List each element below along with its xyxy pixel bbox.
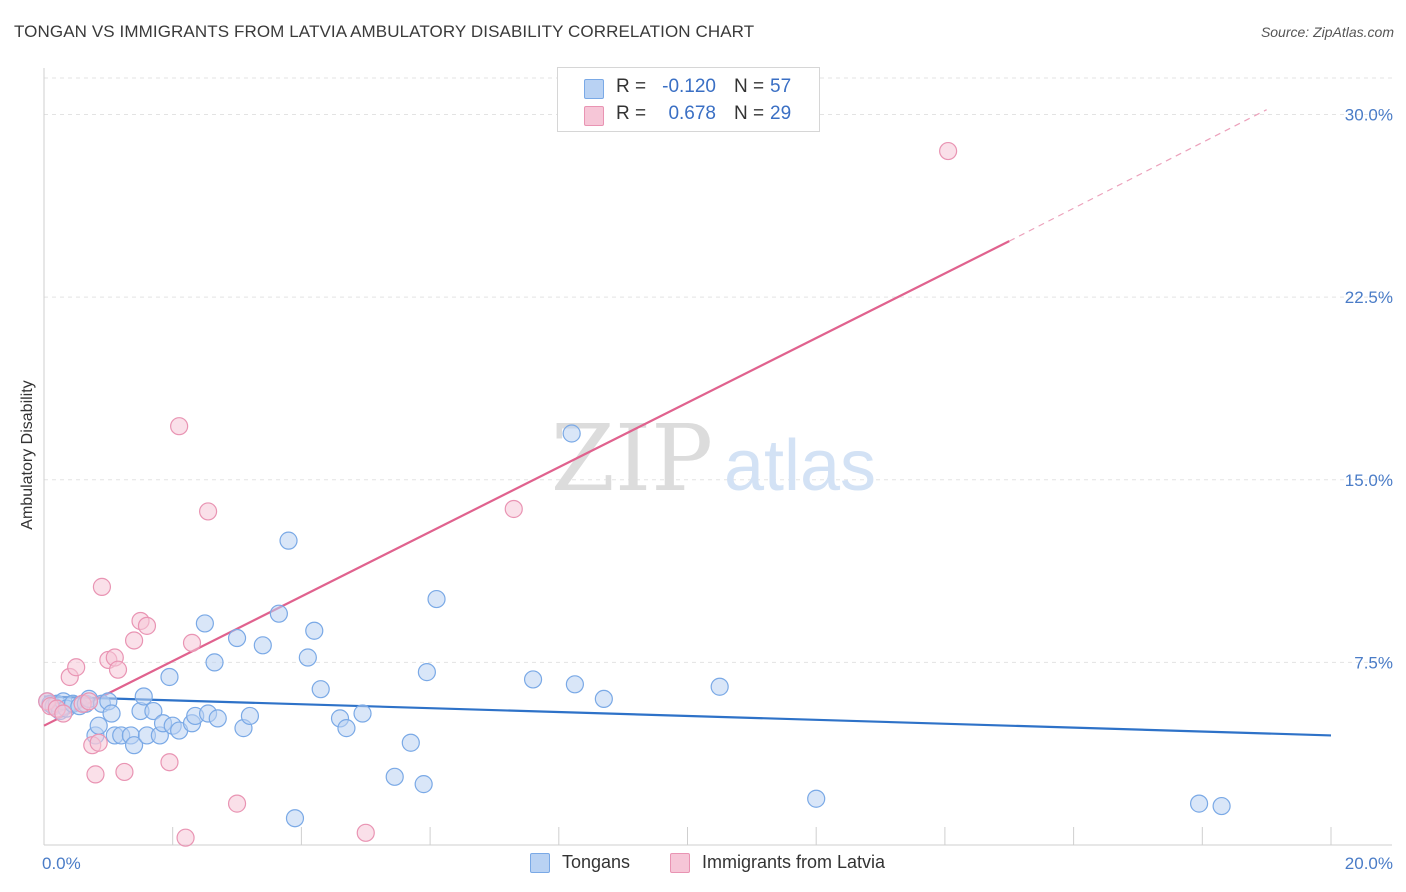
tongan-point [562, 424, 581, 443]
tongan-point [279, 531, 298, 550]
tongan-point [385, 767, 404, 786]
tongan-point [285, 809, 305, 828]
latvia-point [160, 753, 179, 772]
tongan-trend-line [43, 695, 1332, 737]
latvia-trend-line [43, 240, 1010, 727]
latvia-point [54, 704, 73, 723]
axes [43, 68, 1392, 846]
latvia-point [227, 794, 247, 813]
latvia-point [176, 828, 195, 847]
latvia-trend-extension [1008, 109, 1267, 242]
latvia-point [198, 502, 218, 521]
tongan-point [710, 677, 729, 696]
watermark: ZIP atlas [551, 405, 876, 512]
correlation-legend: R = -0.120 N = 57 R = 0.678 N = 29 [557, 67, 820, 132]
tongan-point [1212, 796, 1231, 816]
tongan-point [305, 621, 324, 640]
x-tick-label: 0.0% [42, 854, 81, 873]
series-legend: Tongans Immigrants from Latvia [0, 852, 1406, 878]
tongan-point [240, 706, 260, 726]
latvia-point [137, 616, 157, 635]
tongan-point [1189, 794, 1209, 813]
series-name-tongans: Tongans [562, 852, 631, 872]
latvia-point [79, 692, 99, 711]
tongan-point [353, 704, 372, 723]
latvia-point [89, 733, 108, 752]
trend-lines [43, 109, 1332, 737]
x-tick-label: 20.0% [1345, 854, 1393, 873]
tongan-point [565, 675, 584, 694]
latvia-point [86, 765, 105, 784]
tongan-point [807, 789, 826, 808]
legend-n-label: N = [734, 103, 765, 124]
latvia-point [182, 633, 202, 653]
latvia-point [108, 660, 128, 679]
tongan-point [417, 663, 436, 682]
latvia-point [939, 141, 958, 161]
tongan-point [523, 670, 543, 689]
tongan-point [89, 716, 108, 735]
tongan-point [160, 667, 179, 687]
legend-row-tongans: R = -0.120 N = 57 [558, 74, 819, 100]
tongan-point [337, 719, 356, 738]
tongan-point [269, 604, 288, 623]
tongan-point [205, 653, 224, 672]
tongan-point [401, 733, 420, 752]
latvia-point [92, 577, 112, 596]
series-name-latvia: Immigrants from Latvia [702, 852, 886, 872]
legend-r-label: R = [616, 76, 647, 97]
tongan-point [102, 704, 121, 723]
legend-r-value: 0.678 [668, 103, 716, 124]
legend-swatch-latvia [584, 106, 604, 126]
tongan-point [253, 636, 272, 655]
tongan-point [427, 589, 446, 609]
data-points [38, 141, 1231, 847]
legend-n-value: 29 [770, 103, 792, 124]
y-tick-label: 7.5% [1354, 653, 1393, 672]
grid-lines [44, 77, 1392, 663]
tongan-point [298, 648, 317, 667]
latvia-point [124, 631, 144, 650]
tongan-point [134, 687, 153, 706]
tongan-point [311, 680, 330, 699]
latvia-point [115, 762, 134, 782]
source-label: Source: ZipAtlas.com [1260, 24, 1394, 40]
latvia-point [504, 499, 523, 519]
chart-title: TONGAN VS IMMIGRANTS FROM LATVIA AMBULAT… [14, 22, 755, 41]
legend-n-label: N = [734, 76, 765, 97]
series-swatch-latvia [670, 853, 690, 873]
y-tick-label: 15.0% [1345, 471, 1393, 490]
legend-n-value: 57 [770, 76, 792, 97]
tongan-point [195, 614, 214, 633]
y-tick-label: 22.5% [1345, 288, 1393, 307]
watermark-atlas: atlas [724, 426, 876, 506]
series-swatch-tongans [530, 853, 550, 873]
legend-r-value: -0.120 [662, 76, 716, 97]
latvia-point [67, 658, 86, 677]
tongan-point [414, 775, 433, 794]
latvia-point [170, 417, 189, 436]
tongan-point [144, 701, 163, 721]
legend-r-label: R = [616, 103, 647, 124]
latvia-point [356, 823, 375, 842]
tongan-point [594, 689, 613, 709]
legend-swatch-tongans [584, 79, 604, 99]
tongan-point [227, 628, 247, 648]
tongan-point [208, 709, 227, 728]
y-tick-label: 30.0% [1345, 106, 1393, 125]
legend-row-latvia: R = 0.678 N = 29 [558, 101, 819, 127]
tick-labels: 7.5% 15.0% 22.5% 30.0% 0.0% 20.0% [42, 106, 1393, 873]
tongan-point [124, 736, 144, 755]
